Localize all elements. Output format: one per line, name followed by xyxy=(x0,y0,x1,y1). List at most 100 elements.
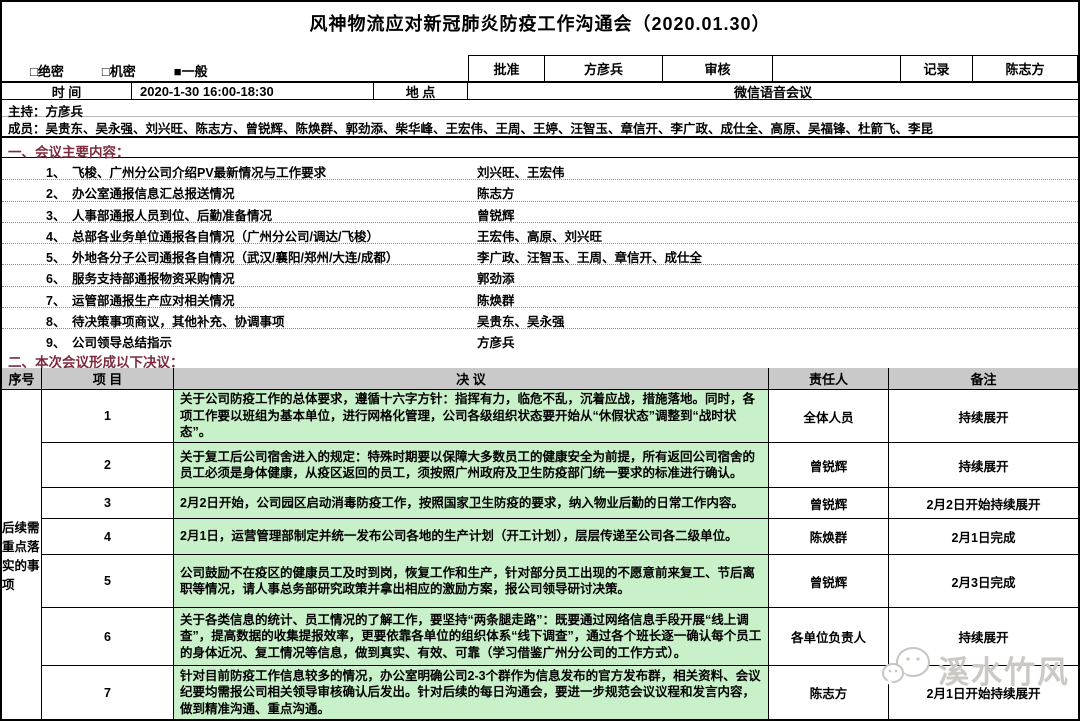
owner-cell: 陈志方 xyxy=(769,666,888,719)
row-number: 3 xyxy=(42,488,173,518)
row-number: 6 xyxy=(42,608,173,665)
agenda-row: 8、 待决策事项商议，其他补充、协调事项 吴贵东、吴永强 xyxy=(2,308,1078,330)
decision-text: 关于公司防疫工作的总体要求，遵循十六字方针：指挥有力，临危不乱，沉着应战，措施落… xyxy=(180,392,756,440)
approve-label: 批准 xyxy=(469,56,545,81)
owner-cell: 曾锐辉 xyxy=(769,555,888,607)
agenda-item-presenter: 曾锐辉 xyxy=(477,208,515,223)
remark-cell: 2月3日完成 xyxy=(889,555,1078,607)
time-label: 时 间 xyxy=(2,83,132,100)
column-header-remark: 备注 xyxy=(889,368,1078,389)
decision-text: 2月2日开始，公司园区启动消毒防疫工作，按照国家卫生防疫的要求，纳入物业后勤的日… xyxy=(180,495,744,510)
agenda-item-number: 2、 xyxy=(46,187,66,202)
owner-cell: 曾锐辉 xyxy=(769,488,888,518)
remark-cell: 持续展开 xyxy=(889,608,1078,665)
decision-text: 2月1日，运营管理部制定并统一发布公司各地的生产计划（开工计划），层层传递至公司… xyxy=(180,529,738,544)
agenda-item-text: 待决策事项商议，其他补充、协调事项 xyxy=(72,315,285,330)
review-value xyxy=(773,56,901,81)
agenda-item-text: 飞梭、广州分公司介绍PV最新情况与工作要求 xyxy=(72,166,327,180)
agenda-item-text: 公司领导总结指示 xyxy=(72,336,173,351)
agenda-item-presenter: 郭劲添 xyxy=(477,272,515,287)
remark-cell: 2月1日完成 xyxy=(889,519,1078,554)
agenda-item-presenter: 陈志方 xyxy=(477,187,515,202)
agenda-item-number: 9、 xyxy=(46,336,66,351)
place-value: 微信语音会议 xyxy=(733,84,812,100)
host-value: 方彦兵 xyxy=(45,105,84,119)
row-number: 1 xyxy=(42,390,173,442)
owner-cell: 各单位负责人 xyxy=(769,608,888,665)
agenda-row: 5、 外地各分子公司通报各自情况（武汉/襄阳/郑州/大连/成都） 李广政、汪智玉… xyxy=(2,244,1078,266)
decision-cell: 公司鼓励不在疫区的健康员工及时到岗，恢复工作和生产，针对部分员工出现的不愿意前来… xyxy=(174,555,768,607)
host-label: 主持： xyxy=(8,105,46,119)
agenda-item-text: 运管部通报生产应对相关情况 xyxy=(72,293,235,308)
owner-cell: 陈焕群 xyxy=(769,519,888,554)
remark-cell: 持续展开 xyxy=(889,390,1078,442)
agenda-item-presenter: 陈焕群 xyxy=(477,293,515,308)
checkbox-confidential: □机密 xyxy=(101,64,136,79)
decision-cell: 关于各类信息的统计、员工情况的了解工作，要坚持“两条腿走路”：既要通过网络信息手… xyxy=(174,608,768,665)
decision-cell: 针对目前防疫工作信息较多的情况，办公室明确公司2-3个群作为信息发布的官方发布群… xyxy=(174,666,768,719)
agenda-section: 一、会议主要内容： xyxy=(2,141,1078,160)
owner-cell: 全体人员 xyxy=(769,390,888,442)
agenda-row: 4、 总部各业务单位通报各自情况（广州分公司/调达/飞梭） 王宏伟、高原、刘兴旺 xyxy=(2,223,1078,245)
agenda-row: 2、 办公室通报信息汇总报送情况 陈志方 xyxy=(2,180,1078,202)
decision-cell: 2月1日，运营管理部制定并统一发布公司各地的生产计划（开工计划），层层传递至公司… xyxy=(174,519,768,554)
agenda-row: 6、 服务支持部通报物资采购情况 郭劲添 xyxy=(2,265,1078,287)
resolutions-section-title: 二、本次会议形成以下决议： xyxy=(8,355,184,370)
decision-text: 针对目前防疫工作信息较多的情况，办公室明确公司2-3个群作为信息发布的官方发布群… xyxy=(180,668,761,716)
agenda-item-text: 办公室通报信息汇总报送情况 xyxy=(72,187,235,202)
agenda-row: 1、 飞梭、广州分公司介绍PV最新情况与工作要求 刘兴旺、王宏伟 xyxy=(2,159,1078,181)
decision-text: 关于各类信息的统计、员工情况的了解工作，要坚持“两条腿走路”：既要通过网络信息手… xyxy=(180,612,762,660)
members-value: 吴贵东、吴永强、刘兴旺、陈志方、曾锐辉、陈焕群、郭劲添、柴华峰、王宏伟、王周、王… xyxy=(45,122,934,136)
agenda-item-number: 4、 xyxy=(46,229,66,244)
approval-table: 批准 方彦兵 审核 记录 陈志方 xyxy=(468,55,1078,81)
agenda-item-presenter: 李广政、汪智玉、王周、章信开、成仕全 xyxy=(477,251,703,266)
agenda-item-number: 8、 xyxy=(46,315,66,330)
checkbox-general: ■一般 xyxy=(173,64,208,79)
agenda-item-number: 7、 xyxy=(46,293,66,308)
approve-value: 方彦兵 xyxy=(545,56,663,81)
owner-cell: 曾锐辉 xyxy=(769,443,888,487)
record-value: 陈志方 xyxy=(1005,62,1045,77)
agenda-row: 7、 运管部通报生产应对相关情况 陈焕群 xyxy=(2,287,1078,309)
project-merged-cell: 后续需重点落实的事项 xyxy=(2,390,41,719)
agenda-item-text: 服务支持部通报物资采购情况 xyxy=(72,272,235,287)
agenda-item-text: 外地各分子公司通报各自情况（武汉/襄阳/郑州/大连/成都） xyxy=(72,251,399,266)
resolutions-table: 序号 项 目 决 议 责任人 备注 1 后续需重点落实的事项 关于公司防疫工作的… xyxy=(2,368,1078,719)
time-place-row: 时 间 2020-1-30 16:00-18:30 地 点 微信语音会议 xyxy=(2,81,1078,100)
agenda-item-number: 1、 xyxy=(46,166,66,180)
agenda-item-presenter: 刘兴旺、王宏伟 xyxy=(477,166,565,180)
column-header-decision: 决 议 xyxy=(174,368,768,389)
agenda-item-number: 3、 xyxy=(46,208,66,223)
remark-cell: 2月2日开始持续展开 xyxy=(889,488,1078,518)
record-label: 记录 xyxy=(901,56,973,81)
host-row: 主持：方彦兵 xyxy=(2,101,1078,119)
agenda-row: 9、 公司领导总结指示 方彦兵 xyxy=(2,329,1078,350)
row-number: 2 xyxy=(42,443,173,487)
decision-text: 公司鼓励不在疫区的健康员工及时到岗，恢复工作和生产，针对部分员工出现的不愿意前来… xyxy=(180,565,756,597)
checkbox-top-secret: □绝密 xyxy=(30,64,64,79)
column-header-no: 序号 xyxy=(2,368,41,389)
remark-cell: 2月1日开始持续展开 xyxy=(889,666,1078,719)
agenda-item-number: 5、 xyxy=(46,251,66,266)
meeting-title: 风神物流应对新冠肺炎防疫工作沟通会（2020.01.30） xyxy=(309,14,771,34)
resolutions-section: 二、本次会议形成以下决议： xyxy=(2,351,1078,370)
remark-cell: 持续展开 xyxy=(889,443,1078,487)
row-number: 4 xyxy=(42,519,173,554)
members-row: 成员：吴贵东、吴永强、刘兴旺、陈志方、曾锐辉、陈焕群、郭劲添、柴华峰、王宏伟、王… xyxy=(2,118,1078,138)
column-header-project: 项 目 xyxy=(42,368,173,389)
agenda-item-presenter: 吴贵东、吴永强 xyxy=(477,315,565,330)
members-label: 成员： xyxy=(8,122,46,136)
agenda-item-text: 人事部通报人员到位、后勤准备情况 xyxy=(72,208,273,223)
decision-text: 关于复工后公司宿舍进入的规定：特殊时期要以保障大多数员工的健康安全为前提，所有返… xyxy=(180,449,756,481)
classification-group: □绝密 □机密 ■一般 xyxy=(30,61,208,80)
agenda-item-text: 总部各业务单位通报各自情况（广州分公司/调达/飞梭） xyxy=(72,229,379,244)
decision-cell: 关于公司防疫工作的总体要求，遵循十六字方针：指挥有力，临危不乱，沉着应战，措施落… xyxy=(174,390,768,442)
decision-cell: 关于复工后公司宿舍进入的规定：特殊时期要以保障大多数员工的健康安全为前提，所有返… xyxy=(174,443,768,487)
agenda-section-title: 一、会议主要内容： xyxy=(8,145,130,160)
column-header-owner: 责任人 xyxy=(769,368,888,389)
agenda-item-number: 6、 xyxy=(46,272,66,287)
time-value: 2020-1-30 16:00-18:30 xyxy=(132,83,374,99)
agenda-item-presenter: 方彦兵 xyxy=(477,336,515,351)
agenda-item-presenter: 王宏伟、高原、刘兴旺 xyxy=(477,229,603,244)
